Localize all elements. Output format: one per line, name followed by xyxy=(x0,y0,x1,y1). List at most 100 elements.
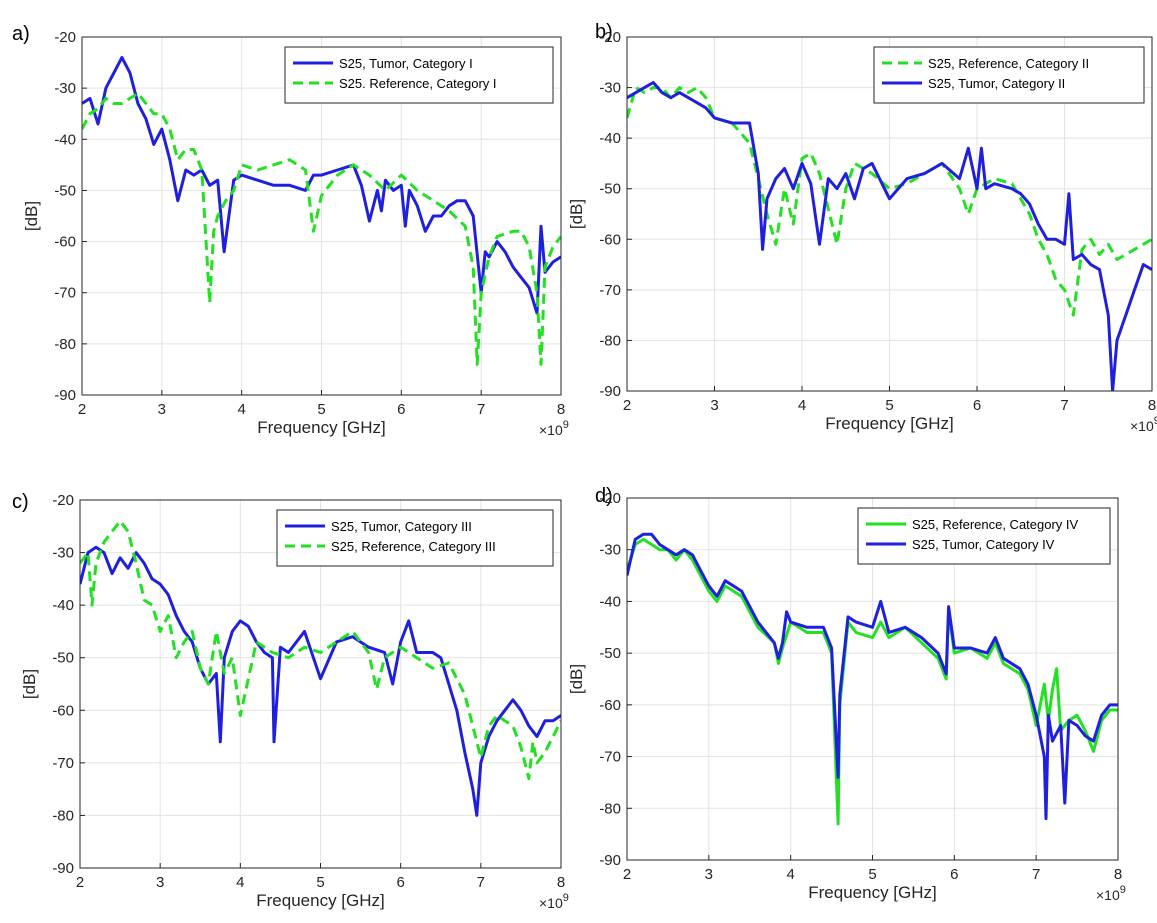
x-tick-label: 3 xyxy=(156,874,164,891)
x-tick-label: 2 xyxy=(78,401,86,418)
panel-label: c) xyxy=(12,491,29,513)
x-tick-label: 2 xyxy=(76,874,84,891)
y-axis-label: [dB] xyxy=(567,664,586,694)
y-tick-label: -50 xyxy=(599,645,621,662)
legend: S25, Reference, Category II S25, Tumor, C… xyxy=(873,46,1145,104)
x-axis-label: Frequency [GHz] xyxy=(808,883,937,902)
series-group xyxy=(80,519,561,817)
x-tick-label: 3 xyxy=(710,397,718,414)
series-group xyxy=(82,56,561,366)
x-tick-label: 4 xyxy=(237,401,245,418)
y-axis-label: [dB] xyxy=(20,669,39,699)
legend-entry-label: S25, Tumor, Category I xyxy=(339,56,473,71)
y-tick-label: -30 xyxy=(52,545,74,562)
y-tick-label: -20 xyxy=(599,29,621,46)
y-tick-label: -60 xyxy=(52,702,74,719)
y-tick-label: -20 xyxy=(54,29,76,46)
series-line-tumor xyxy=(627,81,1152,391)
x-tick-label: 6 xyxy=(950,866,958,883)
y-tick-label: -90 xyxy=(52,860,74,877)
x-tick-label: 3 xyxy=(158,401,166,418)
legend-entry-label: S25, Reference, Category III xyxy=(331,539,496,554)
y-tick-label: -30 xyxy=(54,80,76,97)
y-tick-label: -90 xyxy=(54,387,76,404)
series-line-tumor xyxy=(627,532,1118,821)
x-tick-label: 5 xyxy=(316,874,324,891)
x-tick-label: 7 xyxy=(477,401,485,418)
x-exponent-label: ×109 xyxy=(1130,415,1157,434)
legend-box xyxy=(873,46,1145,104)
x-tick-label: 5 xyxy=(885,397,893,414)
series-group xyxy=(627,532,1118,826)
chart-panel-2: b) 2 3 4 5 6 7 8 -20 -30 -40 -50 -60 -70 -80 -90 Frequen… xyxy=(567,21,1157,434)
y-tick-label: -60 xyxy=(54,234,76,251)
y-tick-label: -50 xyxy=(52,650,74,667)
legend-entry-label: S25, Tumor, Category III xyxy=(331,519,472,534)
y-tick-label: -40 xyxy=(599,130,621,147)
series-line-reference xyxy=(80,519,561,781)
y-tick-label: -70 xyxy=(599,282,621,299)
y-tick-label: -60 xyxy=(599,231,621,248)
x-tick-label: 8 xyxy=(1148,397,1156,414)
y-tick-label: -40 xyxy=(599,593,621,610)
x-axis-label: Frequency [GHz] xyxy=(256,891,385,910)
y-tick-label: -40 xyxy=(54,131,76,148)
x-axis-label: Frequency [GHz] xyxy=(257,418,386,437)
x-tick-label: 4 xyxy=(798,397,806,414)
series-group xyxy=(627,81,1152,391)
x-axis-label: Frequency [GHz] xyxy=(825,414,954,433)
y-axis-label: [dB] xyxy=(22,201,41,231)
chart-panel-4: d) 2 3 4 5 6 7 8 -20 -30 -40 -50 -60 -70 -80 -90 Frequen… xyxy=(567,485,1126,903)
x-tick-label: 8 xyxy=(1114,866,1122,883)
legend-entry-label: S25, Tumor, Category II xyxy=(928,76,1065,91)
legend-box xyxy=(857,507,1111,565)
legend: S25, Reference, Category IV S25, Tumor, C… xyxy=(857,507,1111,565)
y-tick-label: -20 xyxy=(52,492,74,509)
legend: S25, Tumor, Category III S25, Reference, … xyxy=(276,509,554,567)
y-tick-label: -70 xyxy=(599,749,621,766)
legend-entry-label: S25, Reference, Category IV xyxy=(912,517,1079,532)
legend-entry-label: S25, Tumor, Category IV xyxy=(912,537,1055,552)
y-tick-label: -40 xyxy=(52,597,74,614)
y-tick-label: -60 xyxy=(599,697,621,714)
y-tick-label: -20 xyxy=(599,490,621,507)
x-exponent-label: ×109 xyxy=(539,892,569,911)
x-tick-label: 4 xyxy=(786,866,794,883)
panel-label: b) xyxy=(595,21,613,43)
series-line-reference xyxy=(627,537,1118,826)
x-tick-label: 2 xyxy=(623,866,631,883)
x-tick-label: 6 xyxy=(397,401,405,418)
y-tick-label: -80 xyxy=(599,332,621,349)
series-line-tumor xyxy=(80,545,561,817)
x-exponent-label: ×109 xyxy=(539,419,569,438)
x-exponent-label: ×109 xyxy=(1096,884,1126,903)
x-tick-label: 2 xyxy=(623,397,631,414)
y-tick-label: -70 xyxy=(54,285,76,302)
x-tick-label: 8 xyxy=(557,874,565,891)
y-tick-label: -70 xyxy=(52,755,74,772)
y-tick-label: -30 xyxy=(599,542,621,559)
y-axis-label: [dB] xyxy=(567,199,586,229)
y-tick-label: -90 xyxy=(599,383,621,400)
x-tick-label: 6 xyxy=(973,397,981,414)
x-tick-label: 4 xyxy=(236,874,244,891)
y-tick-label: -90 xyxy=(599,852,621,869)
y-tick-label: -50 xyxy=(599,181,621,198)
y-tick-label: -80 xyxy=(599,800,621,817)
legend-box xyxy=(284,46,554,104)
y-tick-label: -50 xyxy=(54,182,76,199)
x-tick-label: 5 xyxy=(868,866,876,883)
chart-panel-3: c) 2 3 4 5 6 7 8 -20 -30 -40 -50 -60 -70 -80 -90 Frequen… xyxy=(12,491,569,911)
legend: S25, Tumor, Category I S25. Reference, Ca… xyxy=(284,46,554,104)
panel-label: d) xyxy=(595,485,613,507)
x-tick-label: 7 xyxy=(1032,866,1040,883)
x-tick-label: 7 xyxy=(477,874,485,891)
x-tick-label: 7 xyxy=(1060,397,1068,414)
legend-box xyxy=(276,509,554,567)
y-tick-label: -30 xyxy=(599,80,621,97)
x-tick-label: 8 xyxy=(557,401,565,418)
x-tick-label: 6 xyxy=(396,874,404,891)
legend-entry-label: S25, Reference, Category II xyxy=(928,56,1089,71)
legend-entry-label: S25. Reference, Category I xyxy=(339,76,497,91)
